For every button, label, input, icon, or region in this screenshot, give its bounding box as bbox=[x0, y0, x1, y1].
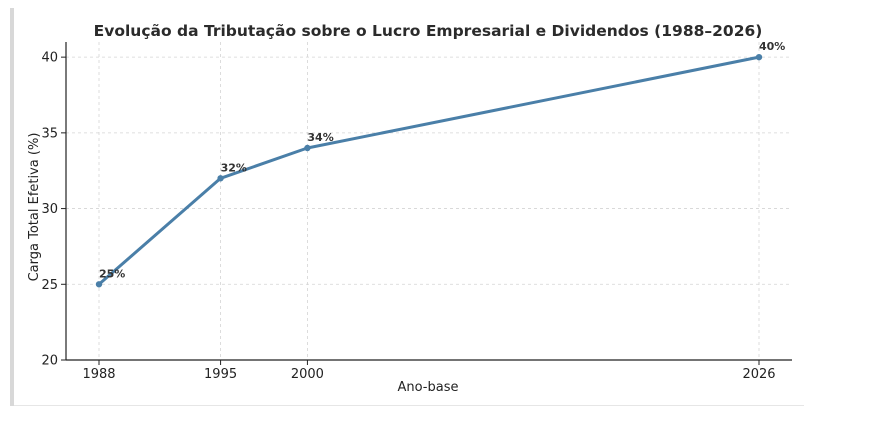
data-labels: 25% 32% 34% 40% bbox=[99, 40, 785, 280]
axes: 20 25 30 35 40 1988 1995 2000 2026 bbox=[41, 42, 792, 382]
x-tick-label: 2026 bbox=[742, 367, 775, 382]
y-tick-label: 25 bbox=[41, 278, 58, 293]
y-tick-label: 30 bbox=[41, 202, 58, 217]
data-label: 25% bbox=[99, 267, 125, 280]
series bbox=[95, 53, 763, 288]
grid bbox=[66, 42, 792, 361]
y-tick-label: 40 bbox=[41, 51, 58, 66]
data-point bbox=[95, 281, 103, 288]
chart-title: Evolução da Tributação sobre o Lucro Emp… bbox=[94, 22, 763, 40]
y-tick-label: 20 bbox=[41, 354, 58, 369]
data-label: 40% bbox=[759, 40, 785, 53]
x-tick-label: 1995 bbox=[204, 367, 237, 382]
left-border bbox=[10, 8, 14, 406]
data-label: 32% bbox=[221, 161, 247, 174]
x-axis-label: Ano-base bbox=[397, 380, 458, 395]
data-point bbox=[755, 53, 763, 61]
x-tick-label: 1988 bbox=[82, 367, 115, 382]
data-label: 34% bbox=[307, 131, 333, 144]
series-line bbox=[97, 55, 761, 286]
y-tick-label: 35 bbox=[41, 126, 58, 141]
data-point bbox=[304, 144, 311, 152]
data-point bbox=[217, 175, 224, 182]
bottom-border bbox=[14, 405, 804, 406]
x-tick-label: 2000 bbox=[291, 367, 324, 382]
y-axis-label: Carga Total Efetiva (%) bbox=[27, 133, 42, 282]
